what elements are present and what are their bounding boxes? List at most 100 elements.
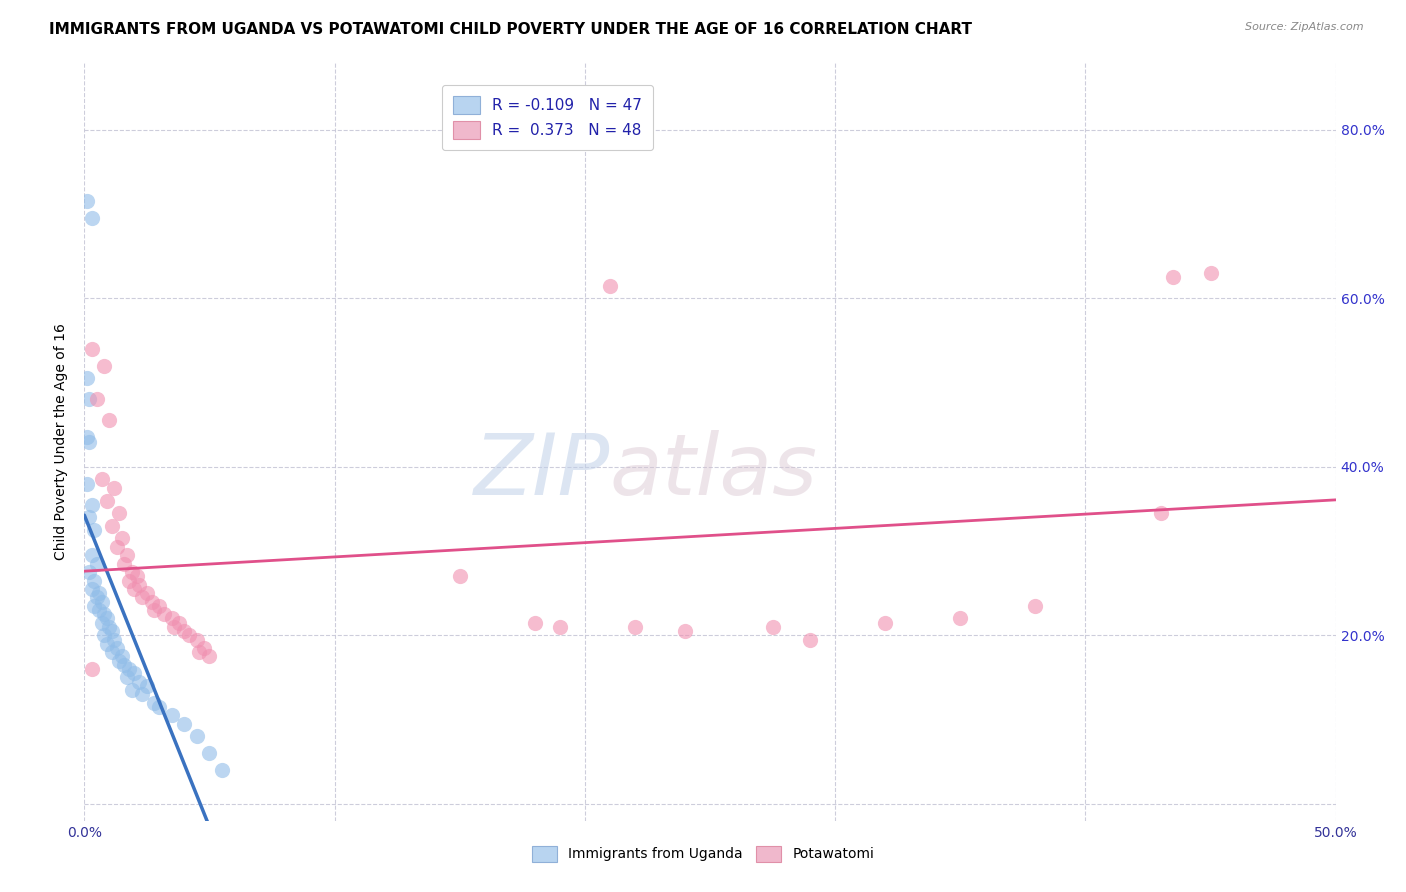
Y-axis label: Child Poverty Under the Age of 16: Child Poverty Under the Age of 16 xyxy=(55,323,69,560)
Point xyxy=(98,620,121,634)
Point xyxy=(143,696,166,710)
Point xyxy=(90,594,112,608)
Point xyxy=(143,603,166,617)
Point xyxy=(1199,266,1222,280)
Point xyxy=(128,674,150,689)
Point xyxy=(93,607,115,622)
Point xyxy=(118,574,141,588)
Point xyxy=(1161,270,1184,285)
Point xyxy=(101,518,124,533)
Point xyxy=(112,557,135,571)
Point xyxy=(169,615,191,630)
Point xyxy=(86,591,108,605)
Point xyxy=(131,687,153,701)
Point xyxy=(548,620,571,634)
Point xyxy=(163,620,186,634)
Point xyxy=(79,434,101,449)
Point xyxy=(80,582,103,596)
Point xyxy=(103,632,125,647)
Point xyxy=(1024,599,1046,613)
Point xyxy=(96,611,118,625)
Point xyxy=(105,540,128,554)
Point xyxy=(79,510,101,524)
Point xyxy=(160,611,183,625)
Point xyxy=(108,654,131,668)
Point xyxy=(148,699,170,714)
Point xyxy=(121,565,143,579)
Point xyxy=(148,599,170,613)
Text: IMMIGRANTS FROM UGANDA VS POTAWATOMI CHILD POVERTY UNDER THE AGE OF 16 CORRELATI: IMMIGRANTS FROM UGANDA VS POTAWATOMI CHI… xyxy=(49,22,972,37)
Point xyxy=(186,632,208,647)
Point xyxy=(103,481,125,495)
Point xyxy=(93,628,115,642)
Point xyxy=(124,582,146,596)
Point xyxy=(90,615,112,630)
Point xyxy=(101,645,124,659)
Point xyxy=(89,603,111,617)
Point xyxy=(89,586,111,600)
Point xyxy=(1149,506,1171,520)
Point xyxy=(136,586,159,600)
Point xyxy=(198,746,221,760)
Point xyxy=(79,565,101,579)
Point xyxy=(83,599,105,613)
Point xyxy=(599,278,621,293)
Point xyxy=(523,615,546,630)
Point xyxy=(80,662,103,676)
Point xyxy=(79,392,101,407)
Point xyxy=(115,670,138,684)
Point xyxy=(90,473,112,487)
Point xyxy=(76,430,98,444)
Point xyxy=(799,632,821,647)
Text: ZIP: ZIP xyxy=(474,430,610,514)
Point xyxy=(101,624,124,639)
Point xyxy=(83,523,105,537)
Point xyxy=(121,683,143,698)
Point xyxy=(80,342,103,356)
Point xyxy=(80,548,103,563)
Point xyxy=(80,498,103,512)
Point xyxy=(875,615,897,630)
Point xyxy=(115,548,138,563)
Point xyxy=(128,578,150,592)
Point xyxy=(449,569,471,583)
Point xyxy=(762,620,785,634)
Point xyxy=(80,211,103,226)
Point xyxy=(111,649,134,664)
Point xyxy=(624,620,647,634)
Point xyxy=(136,679,159,693)
Point xyxy=(125,569,148,583)
Point xyxy=(173,716,195,731)
Point xyxy=(98,413,121,427)
Point xyxy=(112,657,135,672)
Point xyxy=(131,591,153,605)
Legend: Immigrants from Uganda, Potawatomi: Immigrants from Uganda, Potawatomi xyxy=(526,840,880,867)
Legend: R = -0.109   N = 47, R =  0.373   N = 48: R = -0.109 N = 47, R = 0.373 N = 48 xyxy=(441,86,652,150)
Point xyxy=(111,532,134,546)
Point xyxy=(76,194,98,209)
Point xyxy=(108,506,131,520)
Point xyxy=(160,708,183,723)
Point xyxy=(86,392,108,407)
Point xyxy=(153,607,176,622)
Point xyxy=(173,624,195,639)
Point xyxy=(179,628,201,642)
Point xyxy=(193,640,215,655)
Point xyxy=(141,594,163,608)
Point xyxy=(76,476,98,491)
Point xyxy=(96,637,118,651)
Point xyxy=(105,640,128,655)
Point xyxy=(188,645,211,659)
Point xyxy=(118,662,141,676)
Point xyxy=(83,574,105,588)
Text: atlas: atlas xyxy=(610,430,818,514)
Point xyxy=(198,649,221,664)
Text: Source: ZipAtlas.com: Source: ZipAtlas.com xyxy=(1246,22,1364,32)
Point xyxy=(96,493,118,508)
Point xyxy=(673,624,696,639)
Point xyxy=(124,666,146,681)
Point xyxy=(186,730,208,744)
Point xyxy=(86,557,108,571)
Point xyxy=(76,371,98,385)
Point xyxy=(93,359,115,373)
